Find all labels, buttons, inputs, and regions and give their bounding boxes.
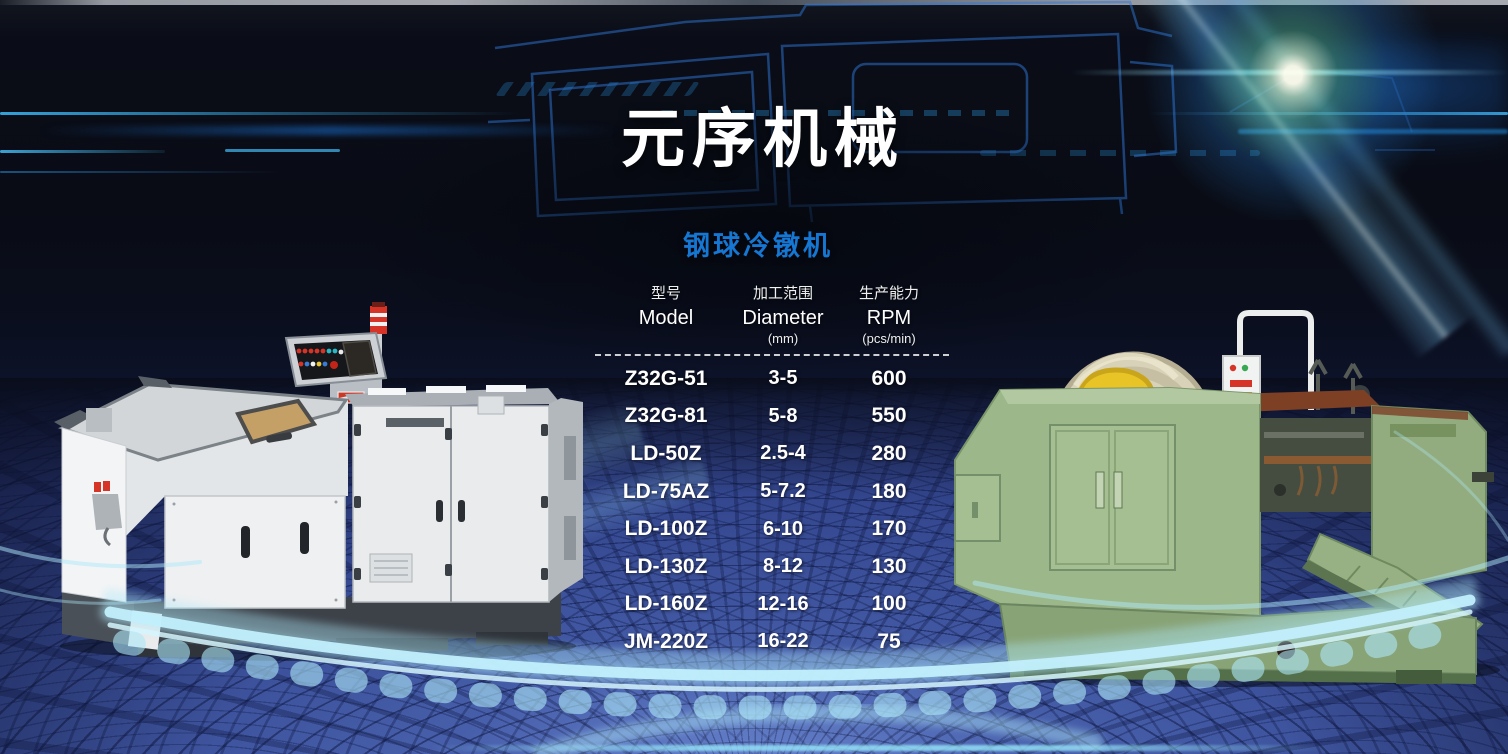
- diameter-header-unit: (mm): [767, 331, 799, 346]
- white-machine-image: [54, 302, 583, 661]
- table-row: Z32G-51 3-5 600: [595, 360, 949, 398]
- table-row: LD-75AZ 5-7.2 180: [595, 473, 949, 511]
- light-streak: [0, 171, 280, 173]
- bottom-edge-glow: [430, 745, 1330, 751]
- diameter-header-zh: 加工范围: [752, 285, 813, 302]
- amber-window: [235, 398, 318, 445]
- vent-grille: [369, 395, 505, 583]
- table-row: LD-130Z 8-12 130: [595, 548, 949, 586]
- rpm-cell: 75: [877, 629, 901, 653]
- diameter-header-en: Diameter: [742, 307, 824, 329]
- main-body: [954, 386, 1261, 618]
- photo-plate: [86, 408, 112, 432]
- column-capacity: 生产能力 RPM (pcs/min): [829, 282, 949, 346]
- light-streak: [225, 149, 340, 152]
- model-cell: Z32G-81: [624, 404, 708, 428]
- page-title: 元序机械: [621, 103, 905, 175]
- table-rows: Z32G-51 3-5 600 Z32G-81 5-8 550 LD-50Z 2…: [595, 360, 949, 661]
- center-shade: [360, 120, 1160, 370]
- diameter-cell: 6-10: [762, 517, 804, 540]
- green-machine-image: [954, 310, 1500, 687]
- rpm-cell: 100: [871, 592, 907, 616]
- model-cell: JM-220Z: [623, 629, 709, 653]
- table-row: Z32G-81 5-8 550: [595, 398, 949, 436]
- model-cell: LD-130Z: [624, 554, 708, 578]
- model-header-zh: 型号: [650, 285, 681, 302]
- top-edge-strip: [0, 0, 1508, 5]
- light-streak: [0, 150, 165, 153]
- door-nameplate: [386, 418, 444, 427]
- table-row: LD-160Z 12-16 100: [595, 586, 949, 624]
- light-streak: [40, 126, 620, 135]
- machine-head: [1260, 404, 1494, 592]
- model-header-en: Model: [638, 307, 694, 329]
- lens-flare: [1128, 0, 1458, 220]
- section-subtitle: 钢球冷镦机: [683, 231, 833, 261]
- model-cell: LD-50Z: [630, 441, 702, 465]
- table-header: 型号 Model 加工范围 Diameter (mm) 生产能力 RPM (pc…: [595, 282, 949, 346]
- diameter-cell: 16-22: [757, 630, 809, 653]
- table-row: LD-50Z 2.5-4 280: [595, 435, 949, 473]
- diameter-cell: 8-12: [762, 555, 804, 578]
- model-cell: LD-100Z: [624, 517, 708, 541]
- rpm-cell: 600: [871, 366, 907, 390]
- diameter-cell: 5-7.2: [760, 480, 806, 503]
- diameter-cell: 3-5: [768, 367, 798, 390]
- middle-cabinet: [164, 495, 346, 609]
- diameter-cell: 5-8: [768, 404, 798, 427]
- rust-table: [1226, 390, 1380, 412]
- column-model: 型号 Model: [595, 282, 737, 346]
- rpm-cell: 280: [871, 441, 907, 465]
- light-streak: [0, 112, 520, 115]
- capacity-header-unit: (pcs/min): [862, 331, 916, 346]
- table-row: JM-220Z 16-22 75: [595, 623, 949, 661]
- door-hinges: [354, 424, 548, 580]
- column-diameter: 加工范围 Diameter (mm): [737, 282, 829, 346]
- rpm-cell: 170: [871, 517, 907, 541]
- right-cabinet: [345, 385, 583, 603]
- capacity-header-zh: 生产能力: [858, 285, 919, 302]
- spec-table: 型号 Model 加工范围 Diameter (mm) 生产能力 RPM (pc…: [595, 282, 949, 661]
- rpm-cell: 180: [871, 479, 907, 503]
- rpm-cell: 130: [871, 554, 907, 578]
- diameter-cell: 12-16: [757, 592, 809, 615]
- panel-buttons: [296, 348, 344, 369]
- model-cell: Z32G-51: [624, 366, 708, 390]
- control-panel: [284, 331, 388, 404]
- diameter-cell: 2.5-4: [760, 442, 806, 465]
- double-doors: [1049, 424, 1176, 571]
- dashed-divider: [595, 354, 949, 356]
- rpm-cell: 550: [871, 404, 907, 428]
- model-cell: LD-160Z: [624, 592, 708, 616]
- model-cell: LD-75AZ: [622, 479, 710, 503]
- table-row: LD-100Z 6-10 170: [595, 510, 949, 548]
- capacity-header-en: RPM: [866, 307, 912, 329]
- machine-base: [998, 602, 1477, 684]
- light-streak: [660, 110, 1020, 116]
